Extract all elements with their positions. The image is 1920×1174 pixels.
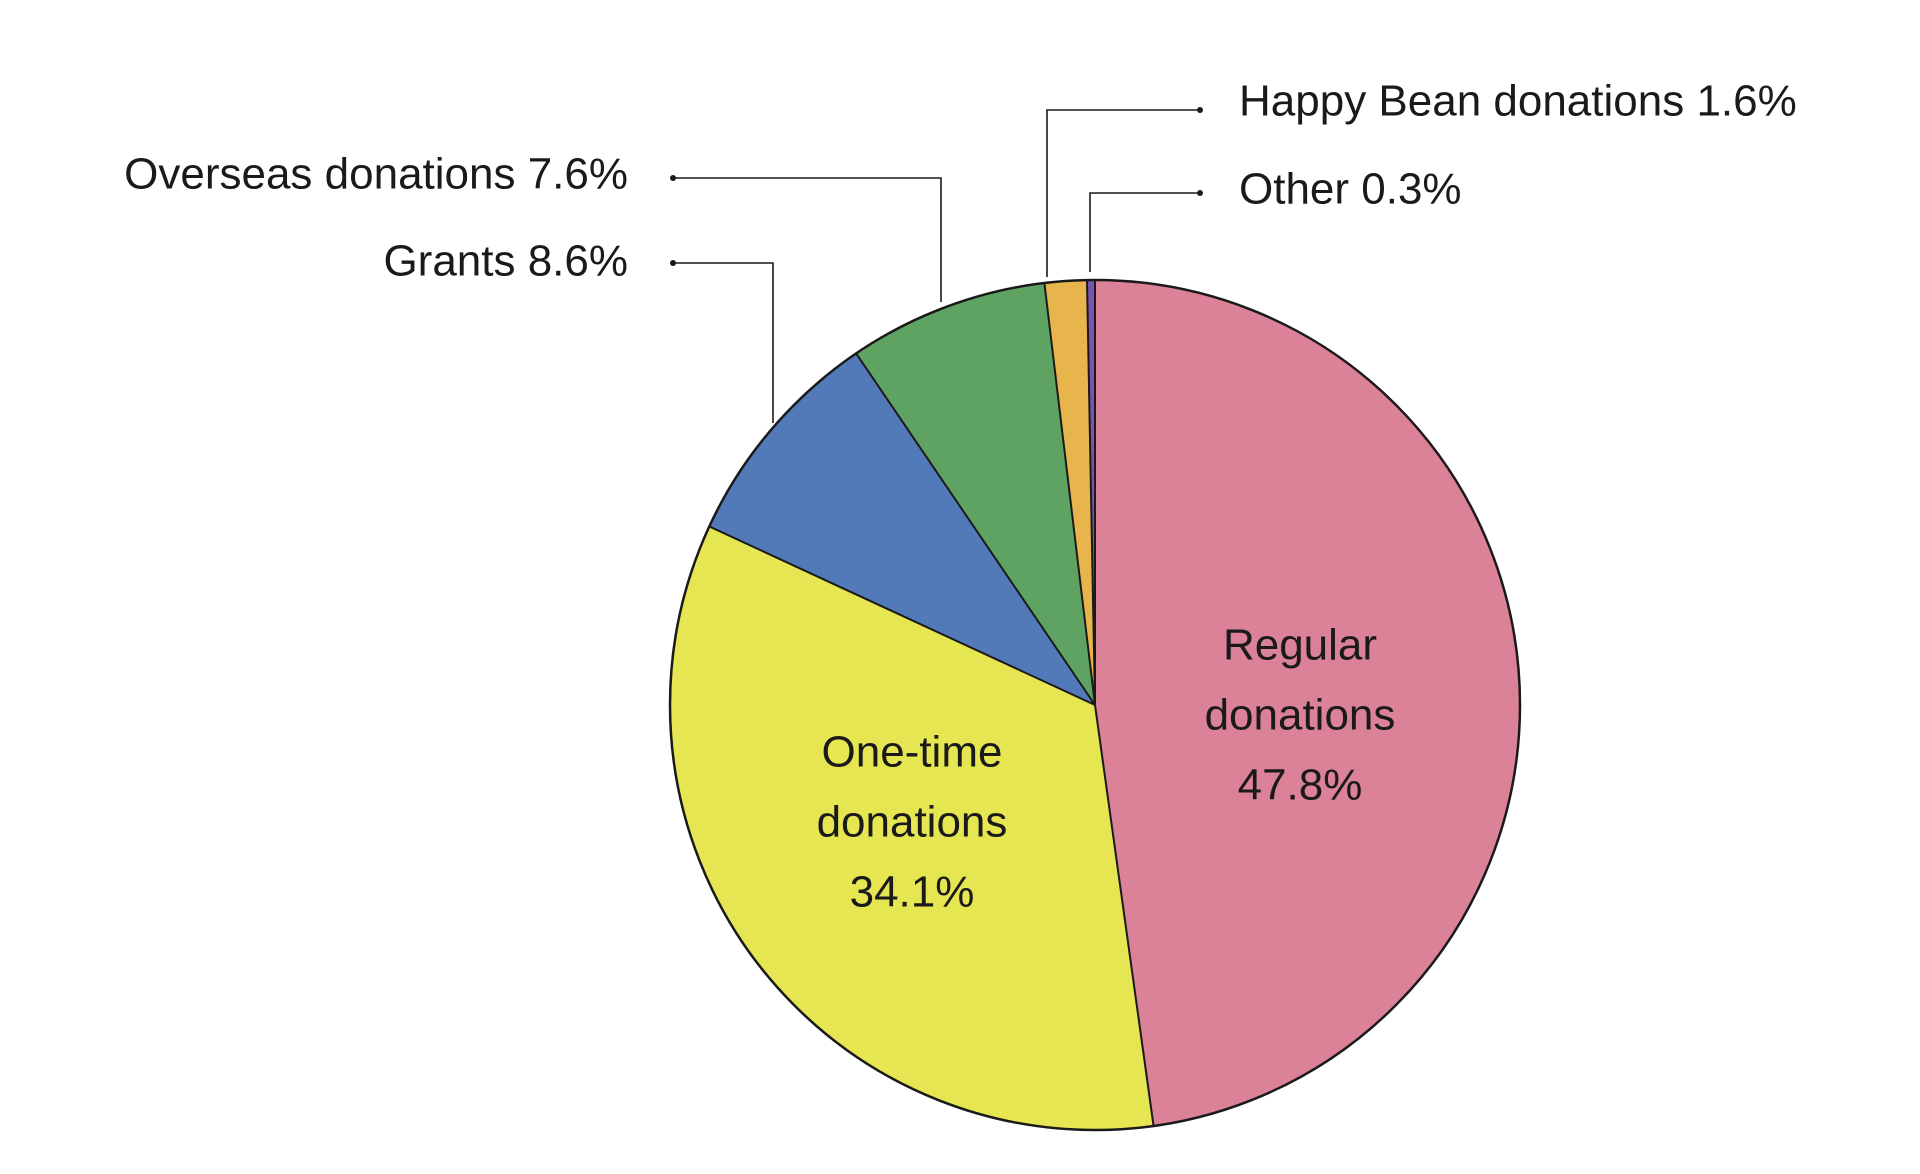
label-other: Other 0.3% [1239, 165, 1462, 214]
leader-overseas-donations [673, 177, 942, 302]
leader-dot-overseas-donations [670, 175, 676, 181]
leader-lines [670, 107, 1203, 423]
label-one-time-donations-line-1: donations [817, 798, 1008, 847]
label-one-time-donations-line-0: One-time [822, 728, 1003, 777]
slice-one-time-donations [670, 526, 1154, 1130]
slice-overseas-donations [856, 283, 1095, 705]
slice-regular-donations [1095, 280, 1520, 1126]
label-grants: Grants 8.6% [383, 237, 628, 286]
leader-dot-happy-bean-donations [1197, 107, 1203, 113]
separator-3 [855, 352, 1096, 706]
leader-grants [673, 262, 774, 423]
pie-outline [668, 278, 1522, 1132]
label-happy-bean-donations: Happy Bean donations 1.6% [1239, 77, 1797, 126]
pie-slices [670, 280, 1520, 1130]
leader-happy-bean-donations [1046, 109, 1200, 277]
separator-5 [1085, 280, 1096, 706]
label-overseas-donations: Overseas donations 7.6% [124, 150, 628, 199]
slice-grants [709, 353, 1095, 705]
leader-other [1089, 192, 1200, 272]
leader-dot-grants [670, 260, 676, 266]
leader-dot-other [1197, 190, 1203, 196]
separator-1 [1094, 704, 1155, 1127]
separator-2 [708, 525, 1096, 706]
separator-4 [1043, 282, 1096, 706]
slice-labels: Regular donations 47.8% One-time donations 34… [124, 77, 1797, 917]
label-one-time-donations-line-2: 34.1% [850, 868, 975, 917]
slice-separators [708, 280, 1155, 1127]
label-regular-donations-line-0: Regular [1223, 621, 1377, 670]
label-regular-donations-line-2: 47.8% [1238, 761, 1363, 810]
label-regular-donations-line-1: donations [1205, 691, 1396, 740]
